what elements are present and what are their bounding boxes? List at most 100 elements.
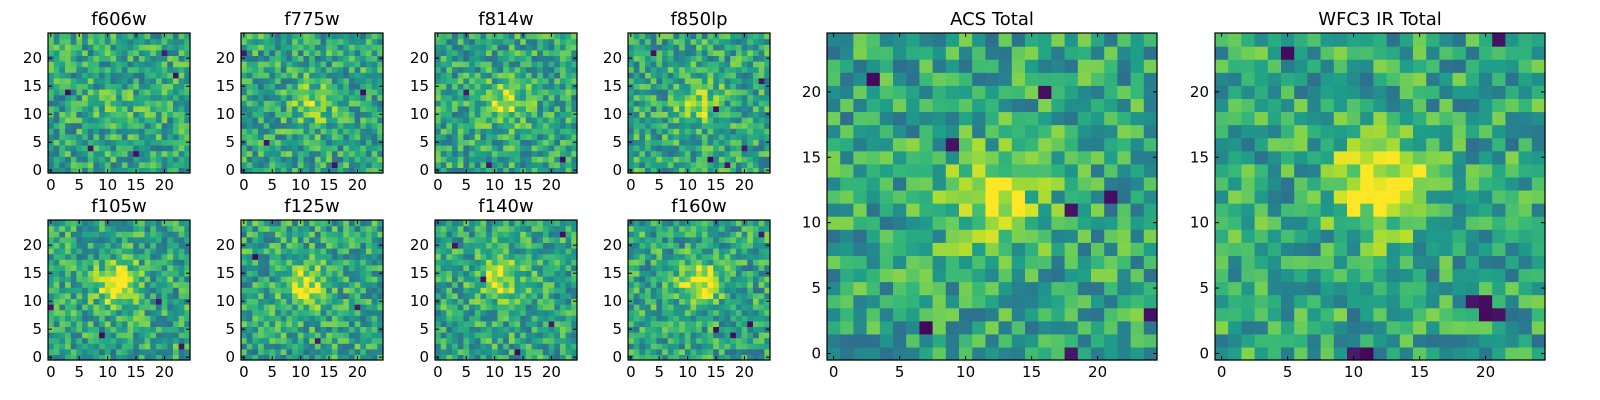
pixel-cell — [59, 105, 66, 112]
pixel-cell — [747, 315, 754, 322]
pixel-cell — [70, 276, 77, 283]
pixel-cell — [314, 281, 322, 288]
pixel-cell — [758, 38, 765, 45]
pixel-cell — [747, 133, 754, 140]
pixel-cell — [258, 117, 265, 124]
pixel-cell — [457, 161, 464, 168]
pixel-cell — [246, 337, 253, 344]
pixel-cell — [673, 354, 680, 361]
pixel-cell — [184, 309, 191, 316]
pixel-cell — [690, 66, 697, 73]
pixel-cell — [360, 354, 367, 361]
pixel-cell — [718, 276, 726, 283]
pixel-cell — [297, 156, 305, 163]
pixel-cell — [93, 139, 100, 146]
pixel-cell — [480, 264, 487, 271]
pixel-cell — [440, 38, 447, 45]
pixel-cell — [116, 55, 123, 62]
pixel-cell — [48, 133, 55, 140]
pixel-cell — [531, 66, 538, 73]
pixel-cell — [65, 320, 72, 327]
pixel-cell — [656, 315, 663, 322]
pixel-cell — [76, 61, 83, 68]
pixel-cell — [155, 264, 163, 271]
pixel-cell — [440, 55, 447, 62]
pixel-cell — [65, 44, 72, 51]
pixel-cell — [258, 332, 265, 339]
pixel-cell — [93, 231, 100, 238]
pixel-cell — [331, 83, 339, 90]
pixel-cell — [252, 287, 259, 294]
pixel-cell — [724, 292, 731, 299]
pixel-cell — [679, 281, 686, 288]
pixel-cell — [548, 72, 555, 79]
pixel-cell — [435, 145, 442, 152]
pixel-cell — [320, 122, 327, 129]
pixel-cell — [292, 253, 299, 260]
pixel-cell — [314, 236, 322, 243]
pixel-cell — [525, 139, 533, 146]
pixel-cell — [480, 33, 487, 40]
pixel-cell — [508, 332, 516, 339]
y-tick-label: 10 — [603, 105, 622, 123]
pixel-cell — [263, 320, 270, 327]
pixel-cell — [667, 128, 675, 135]
pixel-cell — [121, 117, 129, 124]
pixel-cell — [286, 259, 293, 266]
pixel-cell — [314, 253, 322, 260]
pixel-cell — [150, 100, 157, 107]
pixel-cell — [684, 133, 692, 140]
pixel-cell — [469, 315, 476, 322]
pixel-cell — [474, 83, 482, 90]
y-tick-label: 10 — [410, 105, 429, 123]
pixel-cell — [241, 72, 248, 79]
pixel-cell — [520, 287, 527, 294]
pixel-cell — [172, 44, 180, 51]
pixel-cell — [172, 264, 180, 271]
pixel-cell — [280, 242, 288, 249]
pixel-cell — [275, 44, 282, 51]
pixel-cell — [127, 337, 134, 344]
pixel-cell — [138, 292, 146, 299]
pixel-cell — [155, 248, 163, 255]
pixel-cell — [155, 94, 163, 101]
pixel-cell — [452, 236, 459, 243]
pixel-cell — [365, 276, 373, 283]
pixel-cell — [747, 304, 754, 311]
pixel-cell — [48, 44, 55, 51]
pixel-cell — [662, 49, 669, 56]
pixel-cell — [59, 156, 66, 163]
pixel-cell — [628, 281, 635, 288]
pixel-cell — [548, 49, 555, 56]
pixel-cell — [326, 150, 333, 157]
pixel-cell — [537, 270, 544, 277]
pixel-cell — [565, 66, 572, 73]
pixel-cell — [93, 248, 100, 255]
pixel-cell — [735, 44, 743, 51]
pixel-cell — [116, 281, 123, 288]
pixel-cell — [138, 150, 146, 157]
pixel-cell — [258, 220, 265, 227]
pixel-cell — [463, 298, 470, 305]
pixel-cell — [707, 61, 714, 68]
pixel-cell — [491, 270, 499, 277]
pixel-cell — [474, 128, 482, 135]
pixel-cell — [275, 105, 282, 112]
pixel-cell — [337, 83, 344, 90]
pixel-cell — [110, 61, 117, 68]
pixel-cell — [297, 55, 305, 62]
pixel-cell — [491, 161, 499, 168]
pixel-cell — [679, 105, 686, 112]
pixel-cell — [303, 248, 310, 255]
pixel-cell — [707, 94, 714, 101]
pixel-cell — [365, 248, 373, 255]
pixel-cell — [508, 304, 516, 311]
pixel-cell — [326, 94, 333, 101]
pixel-cell — [65, 61, 72, 68]
pixel-cell — [70, 44, 77, 51]
pixel-cell — [53, 326, 60, 333]
pixel-cell — [503, 94, 510, 101]
pixel-cell — [701, 343, 709, 350]
pixel-cell — [735, 66, 743, 73]
pixel-cell — [645, 105, 652, 112]
